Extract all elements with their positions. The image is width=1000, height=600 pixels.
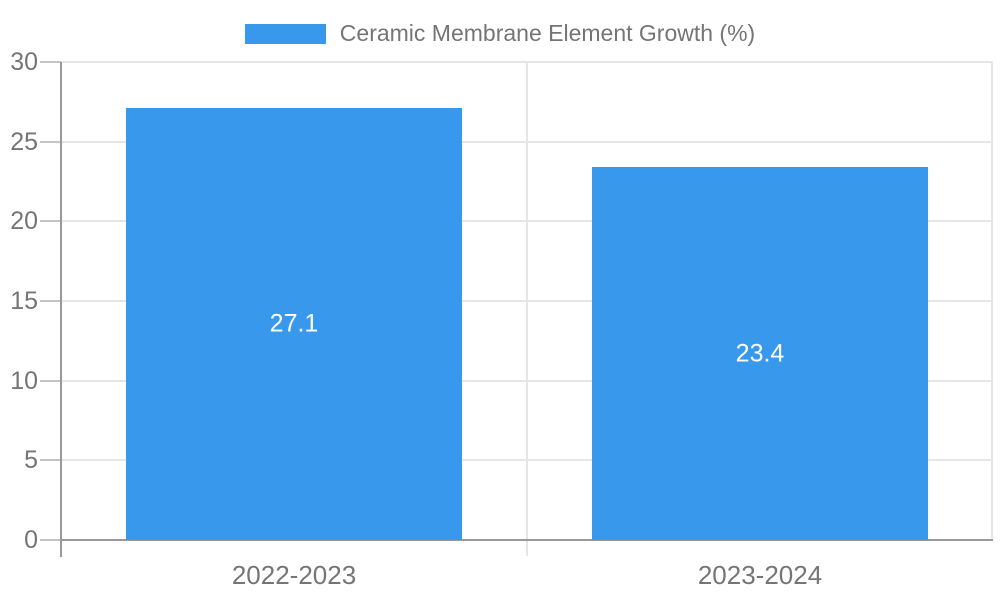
plot-area: 0 5 10 15 20 25 30 27.1 2022-2023 23.4 2023-2024 [10, 49, 993, 590]
x-axis-line [61, 539, 993, 541]
y-tick-label: 30 [10, 48, 38, 76]
y-axis-tick [40, 220, 61, 222]
y-axis-tick [40, 459, 61, 461]
y-tick-label: 15 [10, 287, 38, 315]
category-separator-line [526, 62, 528, 556]
bar-value-label: 27.1 [269, 309, 319, 338]
y-tick-label: 0 [24, 526, 38, 554]
y-tick-label: 10 [10, 367, 38, 395]
y-axis-tick [40, 141, 61, 143]
y-axis-tick [40, 380, 61, 382]
y-axis-line [60, 62, 62, 557]
legend: Ceramic Membrane Element Growth (%) [0, 20, 1000, 47]
y-tick-label: 5 [24, 446, 38, 474]
x-tick-label: 2023-2024 [697, 560, 823, 590]
y-tick-label: 20 [10, 207, 38, 235]
bar-value-label: 23.4 [735, 339, 785, 367]
legend-label: Ceramic Membrane Element Growth (%) [339, 20, 756, 46]
legend-swatch [244, 23, 326, 44]
bar [592, 167, 928, 540]
y-axis-tick [40, 539, 61, 541]
bar [126, 108, 462, 540]
x-tick-label: 2022-2023 [231, 560, 357, 590]
y-axis-tick [40, 61, 61, 63]
y-tick-label: 25 [10, 128, 38, 156]
y-axis-tick [40, 300, 61, 302]
plot-right-border [991, 62, 993, 540]
